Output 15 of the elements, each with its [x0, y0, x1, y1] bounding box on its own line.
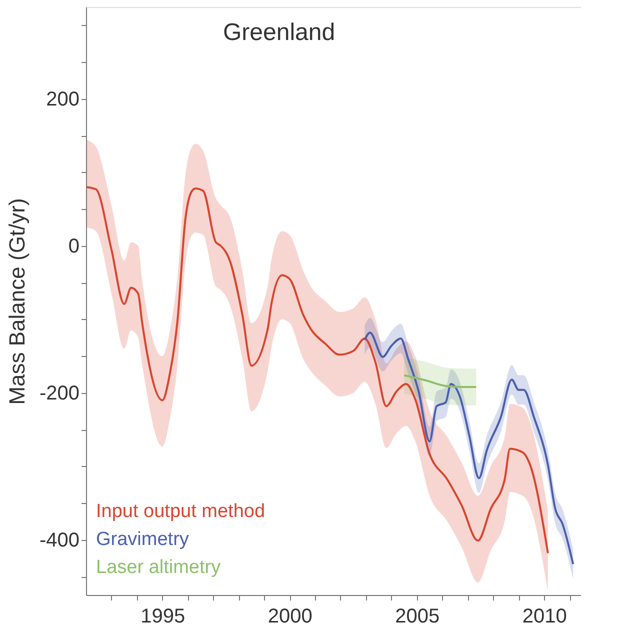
y-tick-label: -400	[39, 529, 80, 552]
text: Gravimetry	[96, 529, 190, 550]
text: Greenland	[223, 19, 336, 46]
x-tick-label: 2010	[522, 606, 567, 628]
y-tick-label: 200	[46, 88, 80, 110]
line-series	[403, 374, 478, 388]
x-tick-label: 2005	[395, 606, 440, 628]
x-tick-label: 1995	[140, 606, 186, 628]
line-series	[86, 186, 549, 554]
text: Input output method	[96, 501, 266, 522]
text: Laser altimetry	[96, 557, 222, 578]
y-tick-label: -200	[39, 382, 80, 404]
y-tick-label: 0	[68, 235, 80, 258]
x-tick-label: 2000	[268, 606, 312, 628]
y-axis-title: Mass Balance (Gt/yr)	[4, 198, 30, 405]
